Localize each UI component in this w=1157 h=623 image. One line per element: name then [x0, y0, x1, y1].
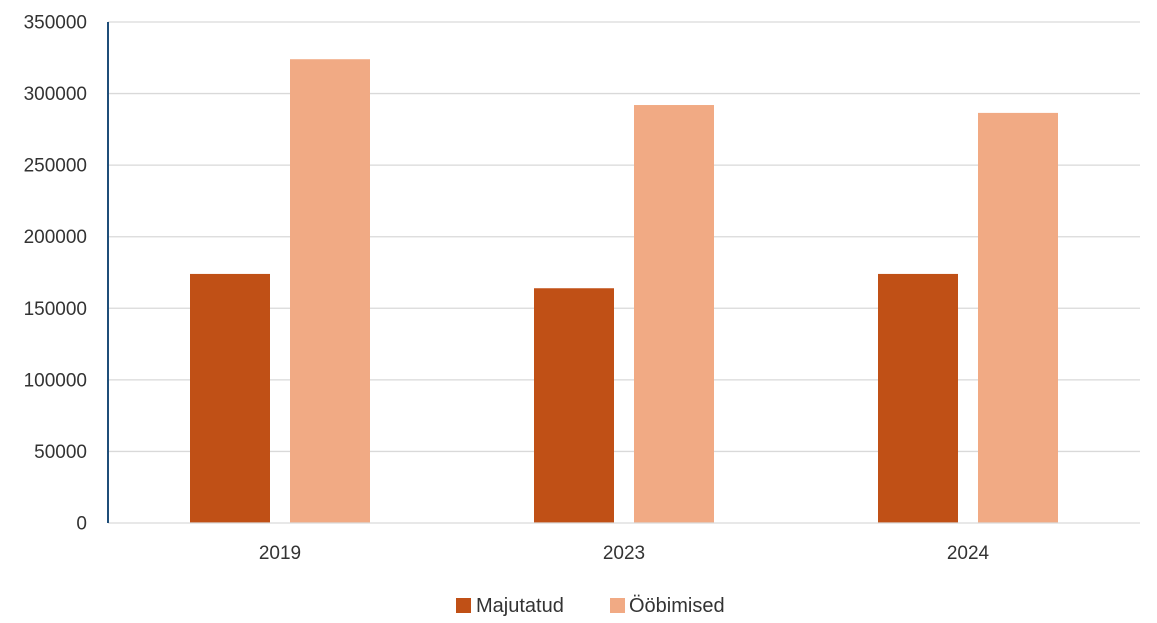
y-axis-tick-labels: 0 50000 100000 150000 200000 250000 300000 3500… [24, 13, 87, 535]
legend-swatch-0 [456, 598, 471, 613]
y-tick-label: 100000 [24, 370, 87, 391]
y-tick-label: 350000 [24, 13, 87, 34]
bar-majutatud-2019 [190, 273, 270, 523]
x-tick-label: 2019 [259, 543, 301, 564]
bar-oobimised-2024 [978, 112, 1058, 523]
bars [190, 59, 1058, 524]
bar-majutatud-2023 [534, 288, 614, 523]
y-tick-label: 250000 [24, 156, 87, 177]
y-tick-label: 50000 [34, 442, 87, 463]
axes [107, 22, 1140, 524]
legend: Majutatud Ööbimised [456, 595, 725, 617]
y-tick-label: 200000 [24, 227, 87, 248]
legend-swatch-1 [610, 598, 625, 613]
x-tick-label: 2023 [603, 543, 645, 564]
bar-oobimised-2019 [290, 59, 370, 524]
y-tick-label: 150000 [24, 299, 87, 320]
bar-majutatud-2024 [878, 273, 958, 523]
x-tick-label: 2024 [947, 543, 990, 564]
legend-label-1: Ööbimised [629, 595, 725, 617]
y-tick-label: 300000 [24, 84, 87, 105]
legend-label-0: Majutatud [476, 595, 564, 617]
x-axis-tick-labels: 2019 2023 2024 [259, 543, 990, 564]
bar-oobimised-2023 [634, 105, 714, 523]
y-tick-label: 0 [76, 514, 87, 535]
gridlines [108, 21, 1140, 453]
